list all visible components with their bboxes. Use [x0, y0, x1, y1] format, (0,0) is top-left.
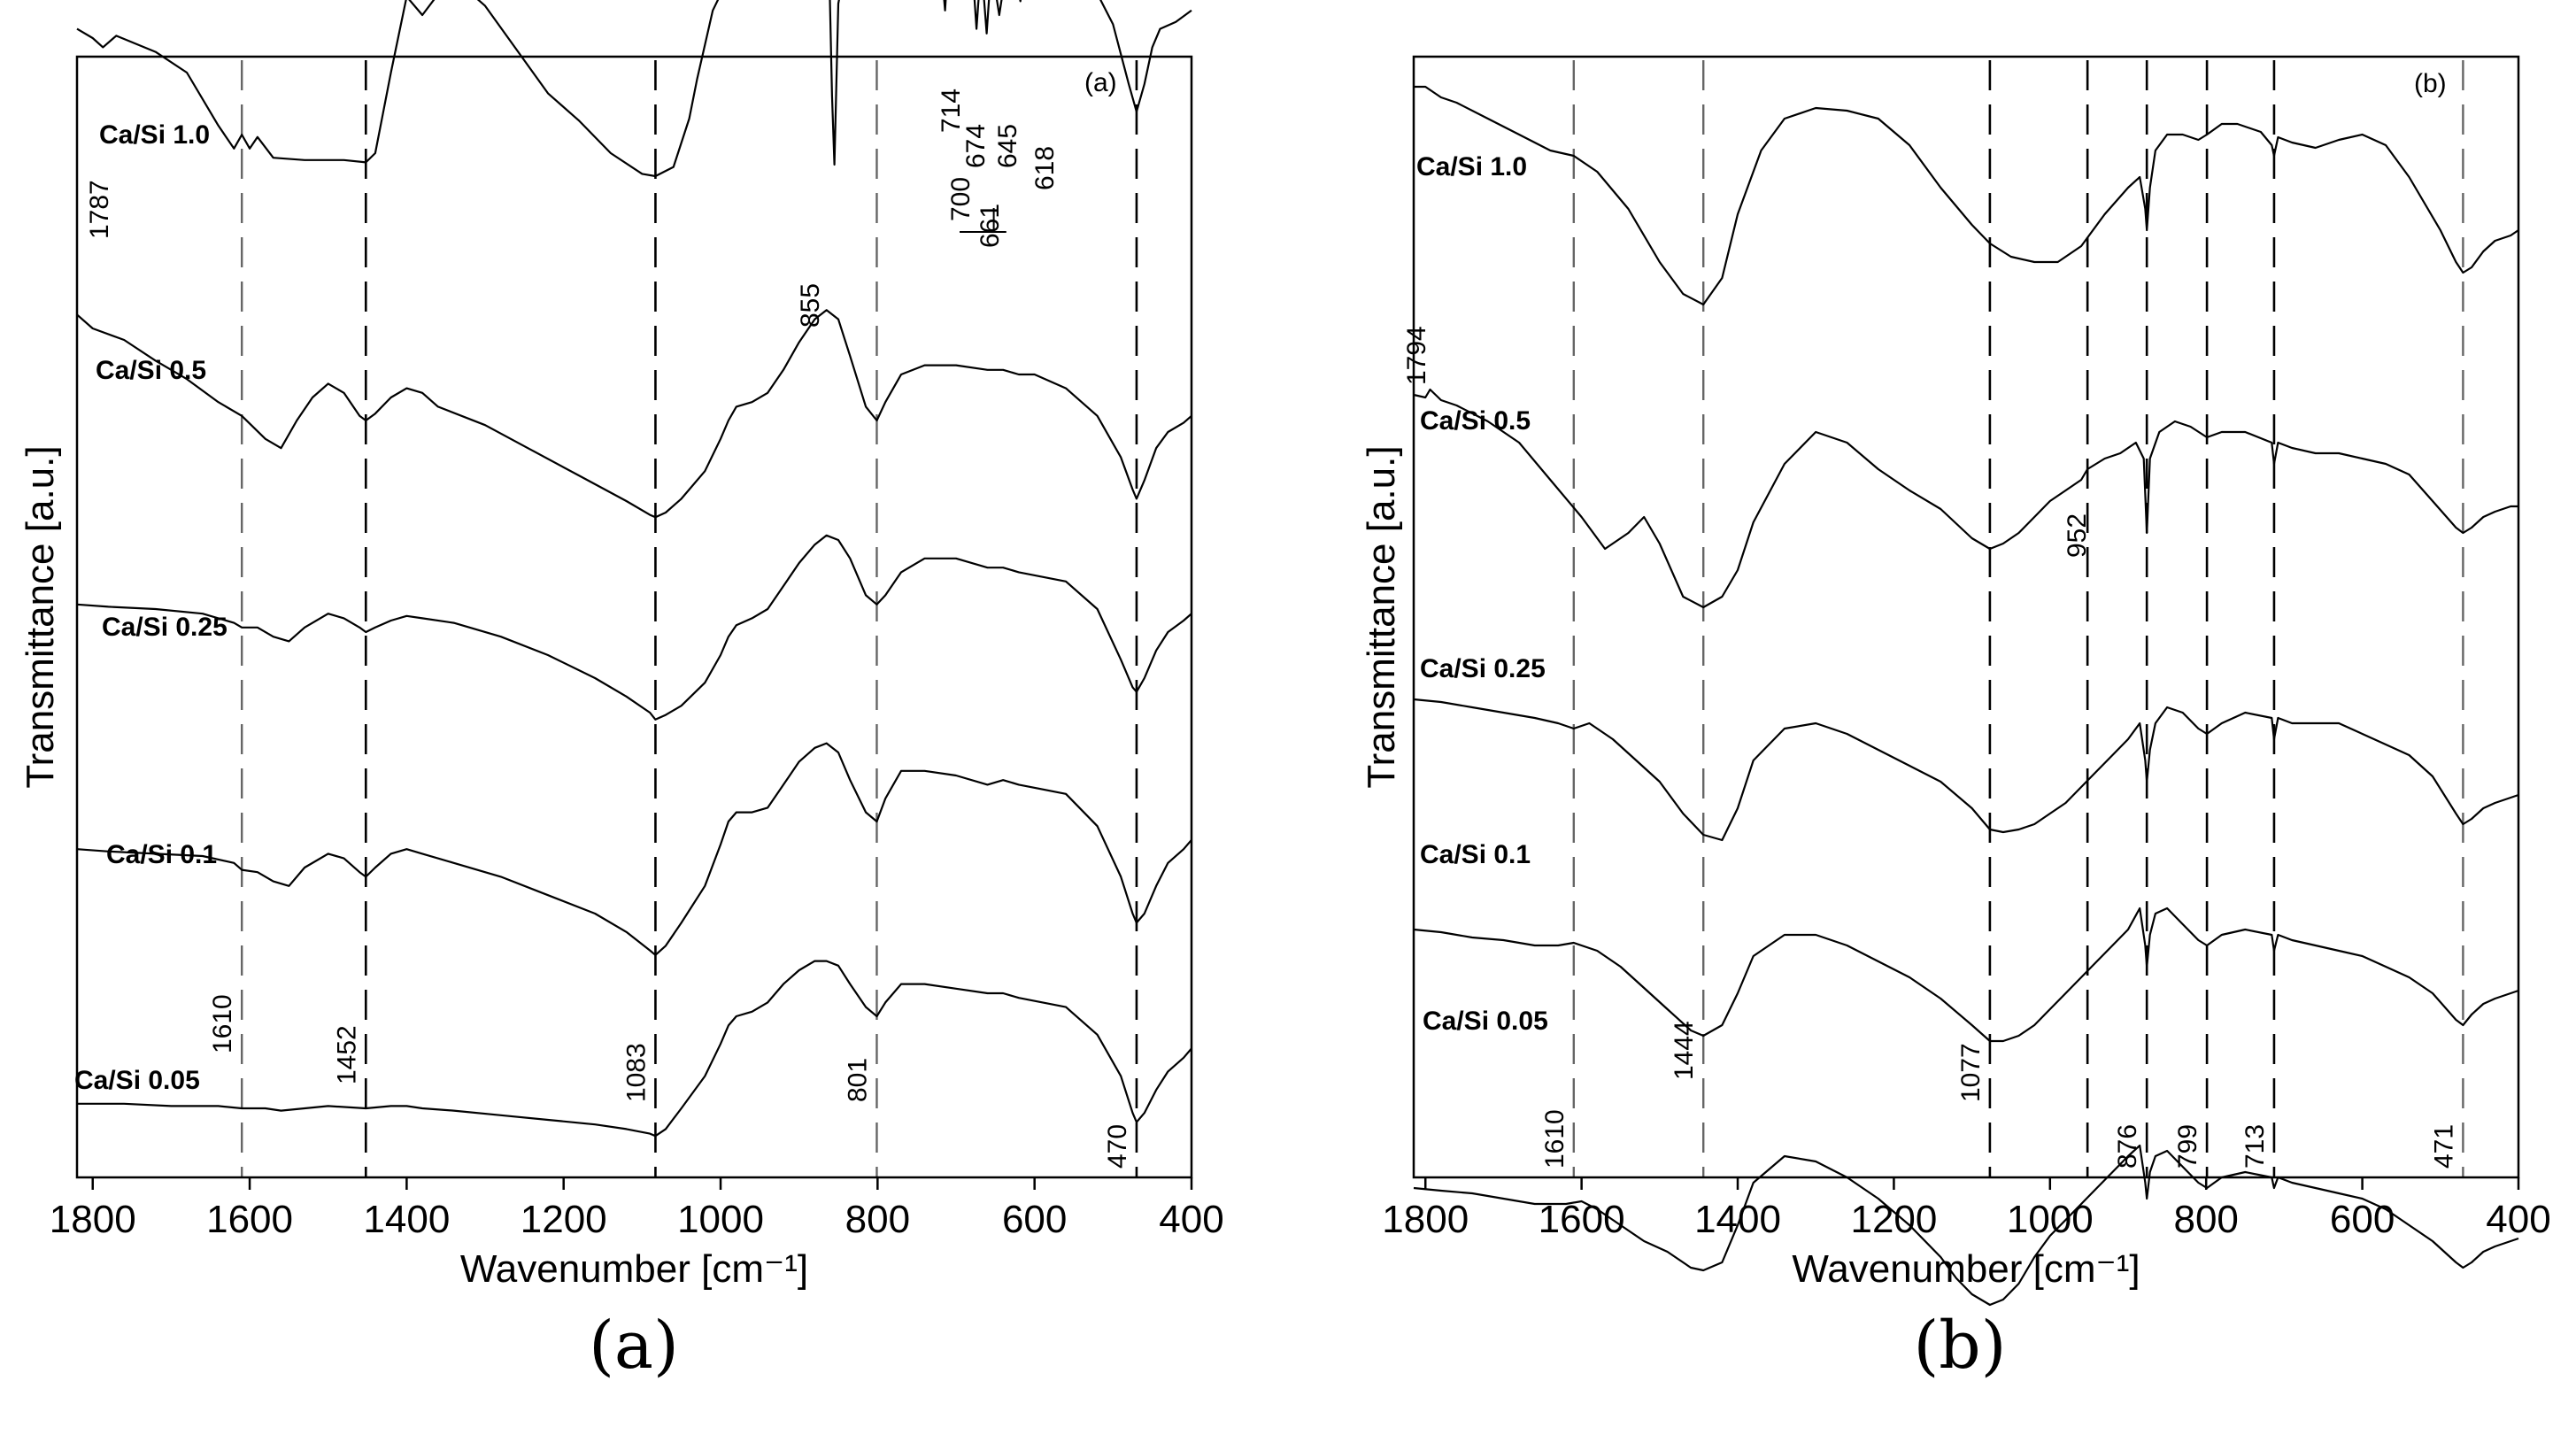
x-tick-label: 1400 — [1694, 1198, 1781, 1241]
x-tick-label: 1200 — [1850, 1198, 1937, 1241]
series-curve-ca-si-0-1 — [1413, 907, 2519, 1043]
panel-a: 1610 1452 1083 801 470 Ca/Si 1.0 Ca/Si 0.5 Ca/S… — [19, 0, 1224, 1384]
peak-label-952: 952 — [2063, 513, 2092, 558]
reference-label-1610: 1610 — [208, 994, 237, 1053]
panel-tag: (a) — [1084, 68, 1117, 97]
series-label: Ca/Si 0.25 — [1420, 654, 1546, 683]
x-tick-label: 1000 — [2007, 1198, 2094, 1241]
reference-label-1610: 1610 — [1540, 1109, 1570, 1169]
x-tick-label: 800 — [2173, 1198, 2238, 1241]
x-tick-label: 1600 — [1539, 1198, 1625, 1241]
reference-label-713: 713 — [2241, 1124, 2270, 1169]
peak-label-618: 618 — [1030, 146, 1060, 190]
peak-label-700: 700 — [946, 177, 976, 221]
panel-tag: (b) — [2414, 69, 2447, 98]
x-tick-label: 1200 — [521, 1198, 607, 1241]
plot-frame — [75, 55, 1193, 1179]
series-label: Ca/Si 1.0 — [1416, 152, 1527, 181]
peak-label-1787: 1787 — [85, 180, 114, 239]
peak-label-661: 661 — [976, 204, 1005, 248]
x-axis-title: Wavenumber [cm⁻¹] — [1792, 1247, 2140, 1291]
series-label: Ca/Si 0.1 — [106, 840, 217, 869]
y-axis-title: Transmittance [a.u.] — [19, 445, 62, 788]
x-tick-label: 1600 — [206, 1198, 293, 1241]
x-tick-label: 1400 — [363, 1198, 450, 1241]
series-label: Ca/Si 0.1 — [1420, 840, 1531, 869]
series-label: Ca/Si 0.5 — [96, 356, 206, 385]
series-curve-ca-si-0-1 — [76, 742, 1192, 956]
x-tick-label: 600 — [1002, 1198, 1067, 1241]
x-tick-label: 800 — [845, 1198, 910, 1241]
x-tick-label: 1800 — [1382, 1198, 1469, 1241]
reference-label-1077: 1077 — [1956, 1043, 1986, 1102]
series-curve-ca-si-0-25 — [1413, 698, 2519, 842]
reference-label-1083: 1083 — [621, 1043, 651, 1102]
series-curve-ca-si-0-05 — [1413, 1144, 2519, 1307]
x-axis-title: Wavenumber [cm⁻¹] — [460, 1247, 808, 1291]
series-label: Ca/Si 1.0 — [99, 120, 210, 150]
peak-label-674: 674 — [961, 124, 991, 168]
x-tick-label: 400 — [2486, 1198, 2550, 1241]
peak-label-645: 645 — [993, 124, 1022, 168]
panel-caption: (a) — [589, 1308, 679, 1384]
series-curve-ca-si-0-05 — [77, 960, 1192, 1138]
peak-label-1794: 1794 — [1402, 326, 1431, 385]
series-label: Ca/Si 0.05 — [74, 1066, 200, 1095]
panel-caption: (b) — [1913, 1308, 2006, 1384]
x-tick-label: 1000 — [677, 1198, 764, 1241]
x-tick-label: 1800 — [50, 1198, 136, 1241]
reference-label-471: 471 — [2429, 1124, 2458, 1169]
series-label: Ca/Si 0.25 — [102, 613, 228, 642]
series-label: Ca/Si 0.5 — [1420, 406, 1531, 436]
reference-label-1452: 1452 — [332, 1025, 361, 1084]
reference-label-1444: 1444 — [1670, 1021, 1699, 1080]
reference-label-801: 801 — [843, 1058, 872, 1102]
peak-label-714: 714 — [937, 89, 966, 133]
y-axis-title: Transmittance [a.u.] — [1360, 445, 1403, 788]
reference-label-470: 470 — [1103, 1124, 1132, 1169]
series-curve-ca-si-1-0 — [1414, 85, 2519, 306]
series-label: Ca/Si 0.05 — [1423, 1007, 1548, 1036]
series-curve-ca-si-0-25 — [76, 534, 1192, 721]
x-tick-label: 600 — [2330, 1198, 2395, 1241]
plot-frame — [1412, 55, 2520, 1179]
series-curve-ca-si-0-5 — [1413, 388, 2518, 609]
series-curve-ca-si-0-5 — [76, 309, 1192, 519]
series-curve-ca-si-1-0 — [76, 0, 1192, 178]
x-tick-label: 400 — [1159, 1198, 1223, 1241]
peak-label-855: 855 — [796, 283, 825, 328]
